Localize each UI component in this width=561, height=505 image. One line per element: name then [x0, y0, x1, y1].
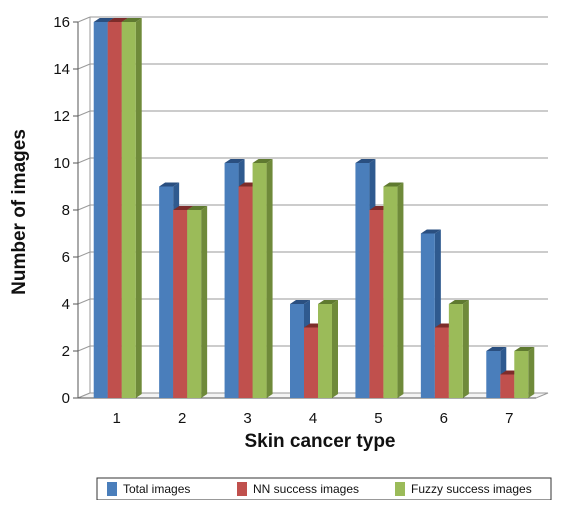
x-tick-label: 7 [505, 410, 513, 427]
y-tick-label: 0 [62, 390, 70, 407]
bar-top [224, 159, 245, 163]
bar-front [448, 304, 463, 398]
bar-front [121, 22, 136, 398]
bar-side [266, 159, 273, 398]
bar-top [107, 18, 128, 22]
gridline-side [77, 110, 91, 117]
bar [318, 300, 338, 398]
x-axis-title: Skin cancer type [244, 431, 395, 452]
bar-front [318, 304, 332, 398]
bar-front [290, 304, 304, 398]
bar-front [369, 210, 384, 398]
x-tick-label: 6 [440, 410, 448, 427]
bar-front [355, 163, 370, 398]
bar-top [121, 18, 142, 22]
bars [93, 18, 535, 398]
bar-front [420, 233, 435, 398]
y-tick-labels: 0 2 4 6 8 10 12 14 16 [53, 14, 70, 407]
y-axis-title: Number of images [9, 129, 30, 295]
x-tick-label: 5 [374, 410, 382, 427]
bar [383, 182, 404, 398]
bar-front [173, 210, 188, 398]
legend: Total images NN success images Fuzzy succe… [96, 477, 552, 501]
bar-top [173, 206, 194, 210]
y-tick-label: 12 [53, 108, 70, 125]
legend-swatch [237, 482, 247, 496]
bar-top [290, 300, 310, 304]
bar-front [434, 327, 449, 398]
gridline-side [77, 251, 91, 258]
y-tick-label: 14 [53, 61, 70, 78]
bar-front [383, 186, 398, 398]
bar-top [514, 347, 535, 351]
x-tick-label: 4 [309, 410, 317, 427]
legend-swatch [395, 482, 405, 496]
y-tick-label: 6 [62, 249, 70, 266]
bar-front [514, 351, 529, 398]
bar-front [252, 163, 267, 398]
y-tick-label: 10 [53, 155, 70, 172]
bar-front [238, 186, 253, 398]
bar-front [187, 210, 202, 398]
bar-front [304, 327, 318, 398]
y-tick-label: 2 [62, 343, 70, 360]
bar-side [135, 18, 142, 398]
bar-side [332, 300, 338, 398]
x-tick-label: 2 [178, 410, 186, 427]
x-tick-label: 3 [243, 410, 251, 427]
y-tick-label: 16 [53, 14, 70, 31]
legend-swatch [107, 482, 117, 496]
bar [514, 347, 535, 398]
gridline-side [77, 157, 91, 164]
gridline-side [77, 298, 91, 305]
bar-top [355, 159, 376, 163]
legend-label: Total images [123, 482, 190, 496]
y-tick-label: 4 [62, 296, 70, 313]
bar-top [93, 18, 114, 22]
bar-top [486, 347, 507, 351]
bar-side [201, 206, 208, 398]
y-tick-label: 8 [62, 202, 70, 219]
bar-side [528, 347, 535, 398]
bar-top [252, 159, 273, 163]
bar-top [448, 300, 469, 304]
bar-front [107, 22, 122, 398]
bar [187, 206, 208, 398]
bar-top [159, 182, 180, 187]
gridline-side [77, 204, 91, 211]
bar-top [187, 206, 208, 210]
bar-front [93, 22, 108, 398]
bar-side [397, 182, 404, 398]
gridline-side [77, 345, 91, 352]
bar-front [224, 163, 239, 398]
legend-label: Fuzzy success images [411, 482, 532, 496]
bar-front [159, 186, 174, 398]
legend-label: NN success images [253, 482, 359, 496]
bar-top [318, 300, 338, 304]
bar-front [500, 374, 515, 398]
bar-top [383, 182, 404, 187]
x-tick-labels: 1 2 3 4 5 6 7 [113, 410, 514, 427]
bar [252, 159, 273, 398]
bar-top [420, 229, 441, 234]
gridline-side [77, 63, 91, 70]
bar-front [486, 351, 501, 398]
gridline-side [77, 16, 91, 23]
bar [448, 300, 469, 398]
x-tick-label: 1 [113, 410, 121, 427]
bar-side [462, 300, 469, 398]
bar [121, 18, 142, 398]
